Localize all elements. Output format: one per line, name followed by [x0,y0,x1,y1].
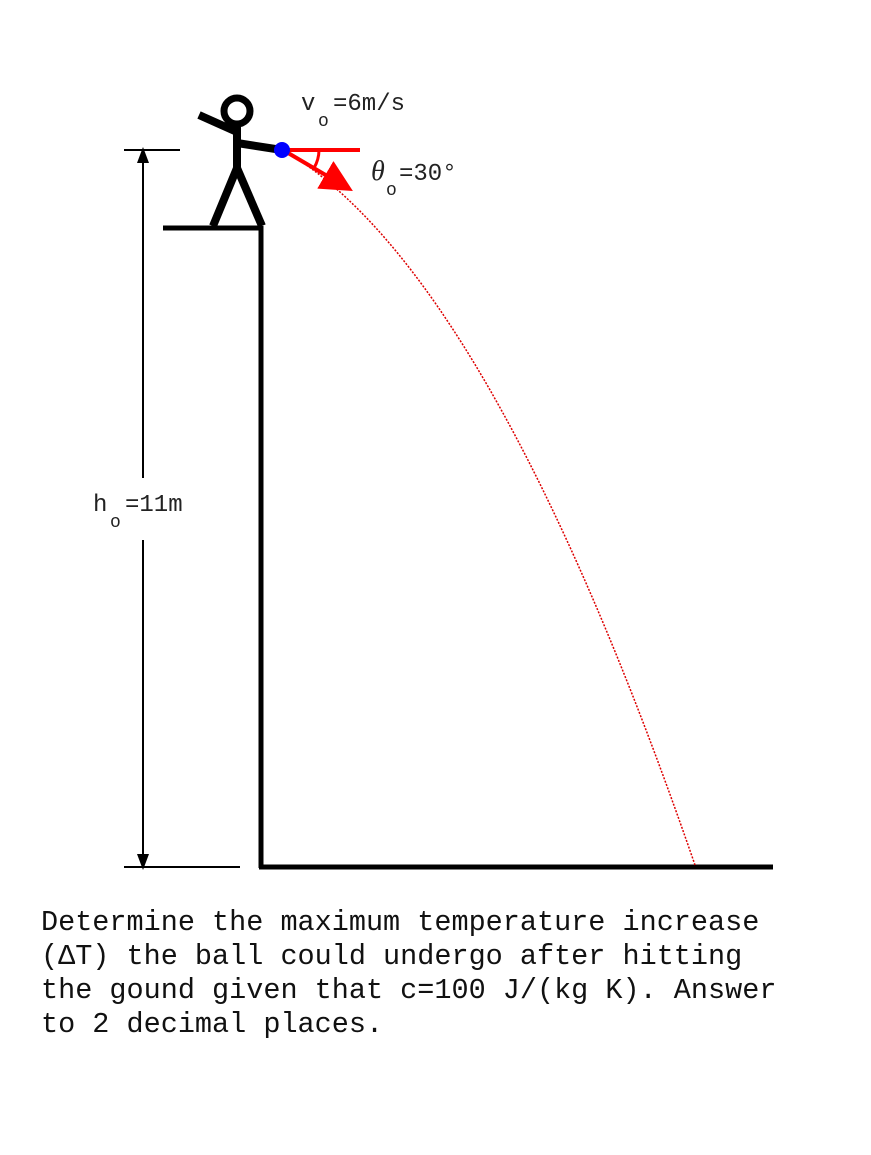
svg-text:o: o [110,513,121,533]
head [220,94,254,128]
svg-text:=11m: =11m [125,492,183,519]
stick-figure [197,94,283,228]
ball [274,142,290,158]
svg-text:o: o [318,112,329,132]
angle-label: θ o =30° [371,156,457,201]
trajectory-path [282,149,696,866]
svg-text:v: v [301,91,315,118]
svg-text:=6m/s: =6m/s [333,91,405,118]
velocity-label: v o =6m/s [301,91,405,132]
height-dimension [124,147,240,870]
angle-arc [312,149,321,169]
svg-text:h: h [93,492,107,519]
cliff [163,225,773,870]
question-text: Determine the maximum temperature increa… [41,906,777,1041]
svg-text:=30°: =30° [399,161,457,188]
velocity-vector [281,148,360,192]
svg-text:o: o [386,181,397,201]
height-label: h o =11m [93,492,183,533]
svg-text:θ: θ [371,156,385,187]
